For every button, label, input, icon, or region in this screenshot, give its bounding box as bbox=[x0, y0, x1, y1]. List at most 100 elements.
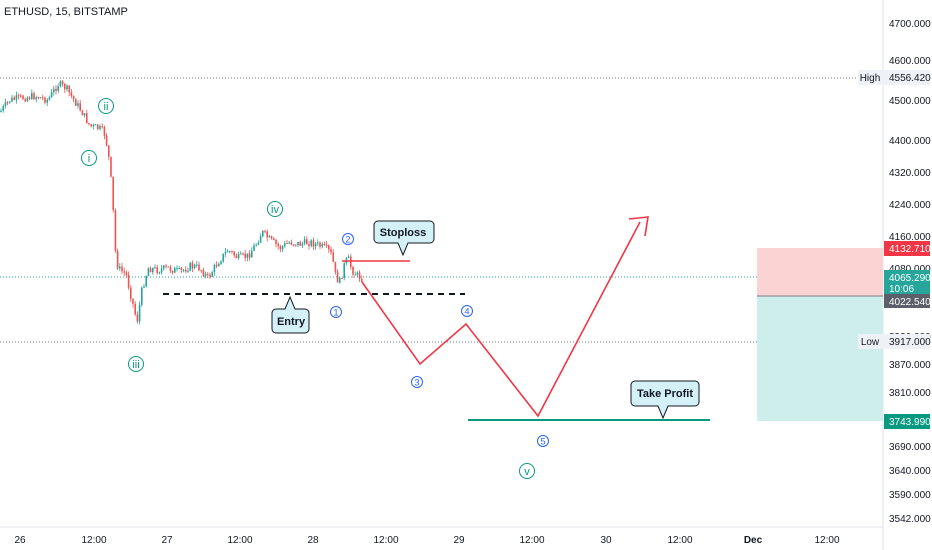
sub-wave-label-4[interactable]: 4 bbox=[461, 305, 473, 317]
candle-body bbox=[158, 272, 161, 274]
time-axis[interactable]: 26 12:00 27 12:00 28 12:00 29 12:00 30 1… bbox=[14, 535, 840, 546]
candle-body bbox=[15, 95, 18, 100]
sub-wave-label-1[interactable]: 1 bbox=[330, 306, 342, 318]
svg-text:iv: iv bbox=[271, 204, 279, 216]
wave-label-v[interactable]: v bbox=[519, 463, 535, 479]
svg-text:3917.000: 3917.000 bbox=[889, 337, 931, 348]
svg-text:v: v bbox=[524, 466, 530, 478]
profit-zone[interactable] bbox=[757, 296, 883, 421]
wave-label-ii[interactable]: ii bbox=[98, 98, 114, 114]
candle-body bbox=[354, 274, 356, 276]
candle-body bbox=[114, 210, 117, 251]
candle-body bbox=[53, 88, 55, 93]
svg-text:5: 5 bbox=[540, 437, 545, 447]
price-tick: 4080.000 bbox=[889, 264, 931, 275]
candle-body bbox=[235, 255, 238, 259]
candle-body bbox=[321, 243, 323, 247]
sub-wave-label-2[interactable]: 2 bbox=[342, 233, 354, 245]
candle-body bbox=[255, 244, 257, 246]
candle-body bbox=[295, 244, 297, 246]
price-axis[interactable]: 4700.000 4600.000 4500.000 4400.000 4320… bbox=[889, 19, 931, 525]
candle-body bbox=[251, 250, 253, 258]
candle-body bbox=[55, 88, 57, 91]
candle-body bbox=[187, 270, 189, 272]
svg-text:iii: iii bbox=[132, 359, 139, 371]
candle-body bbox=[213, 264, 216, 273]
svg-text:ii: ii bbox=[104, 101, 109, 113]
candle-body bbox=[332, 252, 334, 262]
high-tag: High 4556.420 bbox=[858, 70, 931, 85]
candle-body bbox=[136, 314, 139, 322]
projection-path[interactable] bbox=[361, 221, 641, 418]
svg-text:i: i bbox=[88, 153, 90, 165]
candlestick-series[interactable] bbox=[0, 79, 363, 325]
candle-body bbox=[275, 239, 277, 245]
candle-body bbox=[105, 135, 108, 146]
svg-text:4556.420: 4556.420 bbox=[889, 73, 931, 84]
candle-body bbox=[119, 266, 121, 269]
symbol-title: ETHUSD, 15, BITSTAMP bbox=[4, 6, 128, 18]
candle-body bbox=[37, 97, 40, 99]
target-price-tag: 3743.990 bbox=[884, 414, 931, 429]
candle-body bbox=[259, 236, 262, 243]
svg-text:4132.710: 4132.710 bbox=[889, 244, 931, 255]
candle-body bbox=[325, 244, 328, 246]
candle-body bbox=[169, 266, 172, 271]
candle-body bbox=[121, 266, 123, 272]
take-profit-callout[interactable]: Take Profit bbox=[630, 380, 700, 420]
time-tick: 30 bbox=[600, 535, 612, 546]
candle-body bbox=[101, 126, 103, 128]
candle-body bbox=[317, 242, 319, 244]
candle-body bbox=[270, 236, 273, 239]
sub-wave-label-5[interactable]: 5 bbox=[537, 435, 549, 447]
candle-body bbox=[152, 268, 154, 273]
wave-label-iv[interactable]: iv bbox=[267, 201, 283, 217]
candle-body bbox=[167, 266, 169, 268]
candle-body bbox=[204, 273, 207, 276]
candle-body bbox=[202, 270, 205, 276]
candle-body bbox=[44, 97, 46, 103]
candle-body bbox=[339, 277, 341, 283]
wave-label-i[interactable]: i bbox=[81, 150, 97, 166]
price-tick: 3870.000 bbox=[889, 360, 931, 371]
candle-body bbox=[200, 270, 202, 272]
price-tick: 3590.000 bbox=[889, 490, 931, 501]
svg-text:4065.290: 4065.290 bbox=[889, 273, 931, 284]
candle-body bbox=[9, 101, 11, 103]
svg-text:3: 3 bbox=[414, 378, 419, 388]
candle-body bbox=[352, 266, 354, 275]
candle-body bbox=[68, 85, 70, 93]
candle-body bbox=[99, 126, 101, 129]
sub-wave-label-3[interactable]: 3 bbox=[411, 376, 423, 388]
candle-body bbox=[66, 85, 68, 90]
svg-text:2: 2 bbox=[345, 235, 350, 245]
candle-body bbox=[299, 241, 301, 246]
candle-body bbox=[176, 268, 178, 270]
candle-body bbox=[198, 264, 200, 271]
candle-body bbox=[31, 93, 33, 100]
candle-body bbox=[163, 265, 165, 269]
candle-body bbox=[358, 272, 361, 279]
candle-body bbox=[193, 265, 196, 269]
price-tick: 4320.000 bbox=[889, 168, 931, 179]
candle-body bbox=[281, 246, 284, 250]
candle-body bbox=[50, 92, 53, 98]
candle-body bbox=[70, 92, 73, 96]
time-tick: 12:00 bbox=[667, 535, 692, 546]
candle-body bbox=[244, 253, 246, 258]
svg-text:4022.540: 4022.540 bbox=[889, 297, 931, 308]
candle-body bbox=[180, 267, 183, 270]
candle-body bbox=[211, 272, 213, 277]
candle-body bbox=[123, 271, 125, 273]
stop-zone[interactable] bbox=[757, 248, 883, 296]
candle-body bbox=[86, 113, 88, 124]
candle-body bbox=[171, 270, 174, 273]
wave-label-iii[interactable]: iii bbox=[128, 356, 144, 372]
stoploss-callout[interactable]: Stoploss bbox=[373, 220, 435, 257]
candle-body bbox=[125, 272, 128, 276]
entry-callout[interactable]: Entry bbox=[271, 295, 310, 334]
candle-body bbox=[306, 239, 308, 245]
candle-body bbox=[292, 244, 295, 246]
candle-body bbox=[222, 253, 224, 262]
